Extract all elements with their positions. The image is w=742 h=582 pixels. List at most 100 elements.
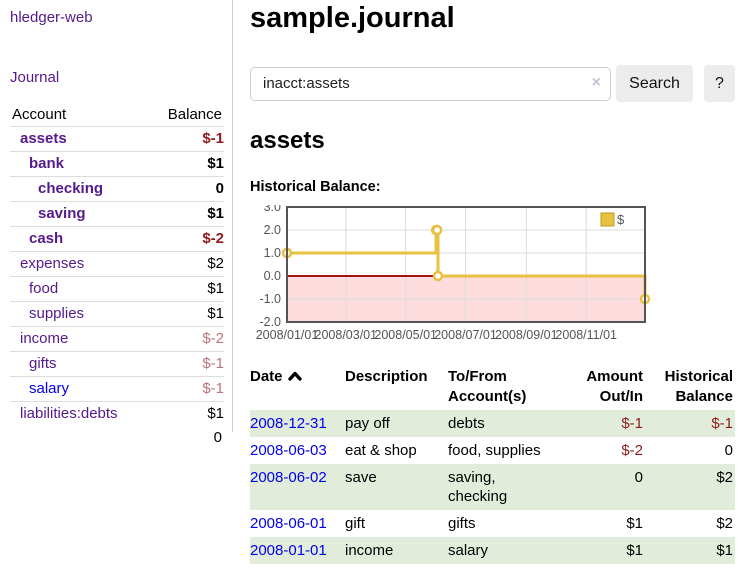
transaction-balance: $2: [716, 469, 733, 486]
y-tick-label: 0.0: [264, 269, 281, 283]
transaction-date-cell: 2008-06-02: [250, 464, 345, 510]
account-row: supplies $1: [10, 301, 224, 327]
register-header-description: Description: [345, 368, 428, 385]
y-tick-label: -1.0: [259, 292, 281, 306]
account-name-cell: saving: [10, 201, 149, 227]
account-balance: $-1: [202, 130, 224, 147]
account-row: expenses $2: [10, 251, 224, 277]
y-tick-label: -2.0: [259, 315, 281, 329]
transaction-date-cell: 2008-12-31: [250, 410, 345, 437]
account-row: income $-2: [10, 326, 224, 352]
sort-ascending-icon: [287, 371, 302, 381]
app-title: hledger-web: [10, 9, 224, 26]
transaction-accounts: debts: [448, 415, 485, 432]
y-tick-label: 2.0: [264, 223, 281, 237]
app-window: hledger-web Journal Account Balance asse…: [0, 0, 735, 564]
x-tick-label: 2008/03/01: [315, 328, 378, 342]
account-name-cell: cash: [10, 226, 149, 252]
transaction-date-link[interactable]: 2008-06-01: [250, 515, 327, 532]
sidebar-account-supplies[interactable]: supplies: [29, 305, 85, 322]
transaction-date-link[interactable]: 2008-06-02: [250, 469, 327, 486]
sidebar: hledger-web Journal Account Balance asse…: [0, 0, 233, 446]
account-name-cell: expenses: [10, 251, 149, 277]
accounts-total-spacer: [10, 426, 149, 450]
account-name-cell: assets: [10, 127, 149, 152]
account-row: cash $-2: [10, 226, 224, 252]
account-row: assets $-1: [10, 127, 224, 152]
transaction-date-cell: 2008-01-01: [250, 537, 345, 564]
table-row: 2008-12-31 pay off debts $-1 $-1: [250, 410, 735, 437]
transaction-accounts: salary: [448, 542, 489, 559]
sidebar-account-saving[interactable]: saving: [38, 205, 86, 222]
account-name-cell: income: [10, 326, 149, 352]
account-balance: $-1: [148, 351, 224, 377]
x-tick-label: 2008/07/01: [434, 328, 497, 342]
sidebar-account-income[interactable]: income: [20, 330, 69, 347]
sidebar-account-food[interactable]: food: [29, 280, 59, 297]
transaction-description: gift: [345, 515, 366, 532]
sidebar-account-liabilities-debts[interactable]: liabilities:debts: [20, 405, 118, 422]
help-button[interactable]: ?: [704, 65, 735, 102]
transaction-accounts: food, supplies: [448, 442, 541, 459]
x-tick-label: 2008/01/01: [256, 328, 319, 342]
account-row: bank $1: [10, 151, 224, 177]
account-balance: $-2: [148, 326, 224, 352]
search-input[interactable]: [250, 66, 611, 101]
x-tick-label: 2008/11/01: [555, 328, 617, 342]
account-name-cell: liabilities:debts: [10, 401, 149, 426]
sidebar-account-expenses[interactable]: expenses: [20, 255, 85, 272]
accounts-header-row: Account Balance: [10, 104, 224, 127]
legend-swatch: [600, 212, 615, 227]
table-row: 2008-06-01 gift gifts $1 $2: [250, 510, 735, 537]
account-name-cell: food: [10, 276, 149, 302]
sidebar-account-checking[interactable]: checking: [38, 180, 104, 197]
sidebar-account-salary[interactable]: salary: [29, 380, 70, 397]
journal-link[interactable]: Journal: [10, 69, 60, 86]
transaction-amount: $1: [626, 542, 643, 559]
y-tick-label: 1.0: [264, 246, 281, 260]
transaction-amount: $-1: [621, 415, 643, 432]
transaction-date-link[interactable]: 2008-01-01: [250, 542, 327, 559]
sidebar-account-bank[interactable]: bank: [29, 155, 65, 172]
account-balance: 0: [148, 176, 224, 202]
accounts-header-balance: Balance: [148, 104, 224, 127]
account-name-cell: checking: [10, 176, 149, 202]
account-balance: $-1: [148, 376, 224, 402]
transaction-description: eat & shop: [345, 442, 417, 459]
transaction-accounts: saving, checking: [448, 469, 508, 505]
register-header-row: Date Description To/From Account(s) Amou…: [250, 365, 735, 410]
app-title-link[interactable]: hledger-web: [10, 9, 93, 26]
account-balance: $1: [148, 201, 224, 227]
transaction-amount: $1: [626, 515, 643, 532]
chart-label: Historical Balance:: [250, 179, 381, 195]
table-row: 2008-01-01 income salary $1 $1: [250, 537, 735, 564]
clear-search-icon[interactable]: ×: [591, 73, 601, 91]
legend-label: $: [617, 212, 625, 227]
account-name-cell: supplies: [10, 301, 149, 327]
register-header-date[interactable]: Date: [250, 365, 345, 410]
table-row: 2008-06-03 eat & shop food, supplies $-2 0: [250, 437, 735, 464]
sidebar-account-cash[interactable]: cash: [29, 230, 64, 247]
register-header-accounts: To/From Account(s): [448, 368, 527, 405]
account-row: liabilities:debts $1: [10, 401, 224, 426]
account-balance: $1: [148, 301, 224, 327]
account-name-cell: bank: [10, 151, 149, 177]
sidebar-account-gifts[interactable]: gifts: [29, 355, 57, 372]
sidebar-account-assets[interactable]: assets: [20, 130, 67, 147]
account-row: gifts $-1: [10, 351, 224, 377]
chart-svg: $3.0 2.0 1.0 0.0 -1.0 -2.02008/01/012008/03/0…: [256, 205, 651, 342]
transaction-description: save: [345, 469, 377, 486]
table-row: 2008-06-02 save saving, checking 0 $2: [250, 464, 735, 510]
register-table: Date Description To/From Account(s) Amou…: [250, 365, 735, 564]
account-balance: $1: [148, 276, 224, 302]
account-name-cell: salary: [10, 376, 149, 402]
account-balance: $1: [148, 151, 224, 177]
x-tick-label: 2008/05/01: [374, 328, 437, 342]
account-name-cell: gifts: [10, 351, 149, 377]
account-row: salary $-1: [10, 376, 224, 402]
y-tick-label: 3.0: [264, 205, 281, 214]
transaction-date-link[interactable]: 2008-06-03: [250, 442, 327, 459]
historical-balance-chart: $3.0 2.0 1.0 0.0 -1.0 -2.0 2008/01/01 2008/03/0…: [250, 205, 735, 347]
search-button[interactable]: Search: [616, 65, 693, 102]
transaction-date-link[interactable]: 2008-12-31: [250, 415, 327, 432]
